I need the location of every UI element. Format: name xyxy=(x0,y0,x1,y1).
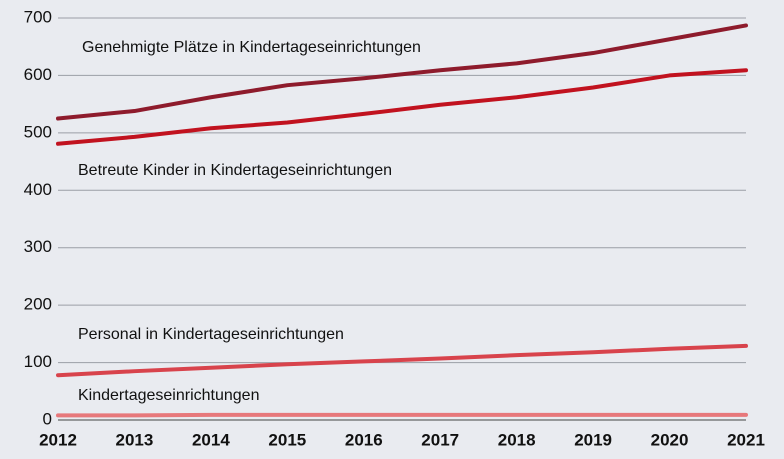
y-tick-label: 400 xyxy=(24,180,52,199)
x-tick-label: 2018 xyxy=(498,430,536,449)
series-label: Genehmigte Plätze in Kindertageseinricht… xyxy=(82,39,421,56)
x-tick-label: 2021 xyxy=(727,430,765,449)
y-tick-label: 300 xyxy=(24,237,52,256)
x-tick-label: 2019 xyxy=(574,430,612,449)
series-line xyxy=(56,343,748,378)
y-tick-label: 600 xyxy=(24,65,52,84)
series-label: Betreute Kinder in Kindertageseinrichtun… xyxy=(78,162,392,179)
y-tick-label: 500 xyxy=(24,122,52,141)
series-line xyxy=(56,68,748,146)
x-tick-label: 2014 xyxy=(192,430,230,449)
y-tick-label: 0 xyxy=(43,409,52,428)
x-tick-label: 2015 xyxy=(268,430,306,449)
x-tick-label: 2013 xyxy=(116,430,154,449)
series-line xyxy=(56,23,748,121)
y-tick-label: 100 xyxy=(24,352,52,371)
series-label: Personal in Kindertageseinrichtungen xyxy=(78,326,344,343)
y-tick-label: 200 xyxy=(24,295,52,314)
x-tick-label: 2016 xyxy=(345,430,383,449)
x-tick-label: 2020 xyxy=(651,430,689,449)
x-tick-label: 2012 xyxy=(39,430,77,449)
series-line xyxy=(56,412,748,418)
x-tick-label: 2017 xyxy=(421,430,459,449)
series-label: Kindertageseinrichtungen xyxy=(78,387,259,404)
y-tick-label: 700 xyxy=(24,7,52,26)
